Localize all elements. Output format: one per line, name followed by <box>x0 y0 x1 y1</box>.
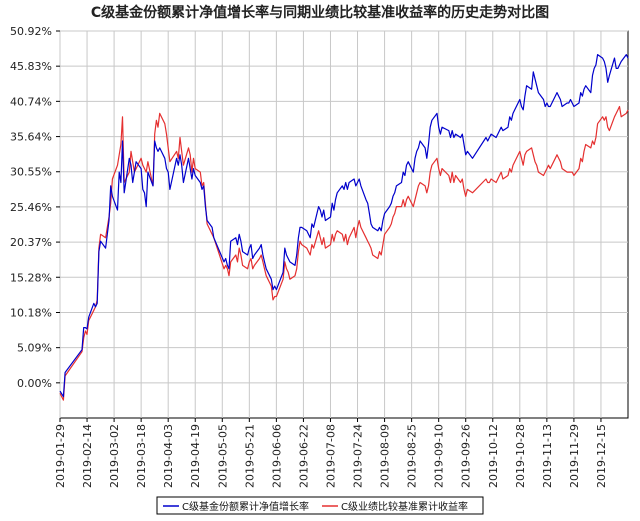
legend-box <box>156 496 484 515</box>
series-group <box>59 53 629 401</box>
y-tick-label: 5.09% <box>17 342 52 355</box>
grid <box>59 30 628 418</box>
series-line-benchmark <box>59 105 629 401</box>
x-tick-label: 2019-03-18 <box>135 424 148 488</box>
x-tick-label: 2019-05-21 <box>243 424 256 488</box>
x-tick-label: 2019-06-22 <box>297 424 310 488</box>
x-tick-label: 2019-08-25 <box>406 424 419 488</box>
plot-area <box>59 30 629 419</box>
x-tick-label: 2019-11-29 <box>568 424 581 488</box>
x-tick-label: 2019-07-08 <box>324 424 337 488</box>
x-tick-label: 2019-11-13 <box>541 424 554 488</box>
y-tick-label: 0.00% <box>17 377 52 390</box>
y-tick-label: 15.28% <box>10 271 52 284</box>
y-tick-label: 10.18% <box>10 306 52 319</box>
y-tick-label: 50.92% <box>10 25 52 38</box>
series-line-fund <box>59 53 629 398</box>
x-tick-label: 2019-06-06 <box>270 424 283 488</box>
x-tick-label: 2019-08-09 <box>379 424 392 488</box>
x-tick-label: 2019-03-02 <box>108 424 121 488</box>
chart-title: C级基金份额累计净值增长率与同期业绩比较基准收益率的历史走势对比图 <box>91 4 549 21</box>
y-tick-label: 45.83% <box>10 60 52 73</box>
x-tick-label: 2019-09-10 <box>433 424 446 488</box>
y-tick-label: 25.46% <box>10 201 52 214</box>
legend-label: C级基金份额累计净值增长率 <box>182 500 309 513</box>
x-tick-label: 2019-07-24 <box>352 424 365 488</box>
x-tick-label: 2019-12-15 <box>595 424 608 488</box>
x-axis: 2019-01-29 2019-02-14 2019-03-02 2019-03-18… <box>54 418 608 488</box>
x-tick-label: 2019-04-03 <box>162 424 175 488</box>
y-tick-label: 20.37% <box>10 236 52 249</box>
x-tick-label: 2019-05-05 <box>216 424 229 488</box>
x-tick-label: 2019-10-12 <box>487 424 500 488</box>
y-axis: 0.00% 5.09% 10.18% 15.28% 20.37% 25.46% 30.55%… <box>10 25 60 390</box>
y-tick-label: 35.64% <box>10 131 52 144</box>
y-tick-label: 30.55% <box>10 166 52 179</box>
x-tick-label: 2019-04-19 <box>189 424 202 488</box>
x-tick-label: 2019-01-29 <box>54 424 67 488</box>
legend: C级基金份额累计净值增长率 C级业绩比较基准累计收益率 <box>156 496 484 515</box>
y-tick-label: 40.74% <box>10 95 52 108</box>
x-tick-label: 2019-02-14 <box>81 424 94 488</box>
legend-label: C级业绩比较基准累计收益率 <box>341 500 468 513</box>
x-tick-label: 2019-10-28 <box>514 424 527 488</box>
x-tick-label: 2019-09-26 <box>460 424 473 488</box>
